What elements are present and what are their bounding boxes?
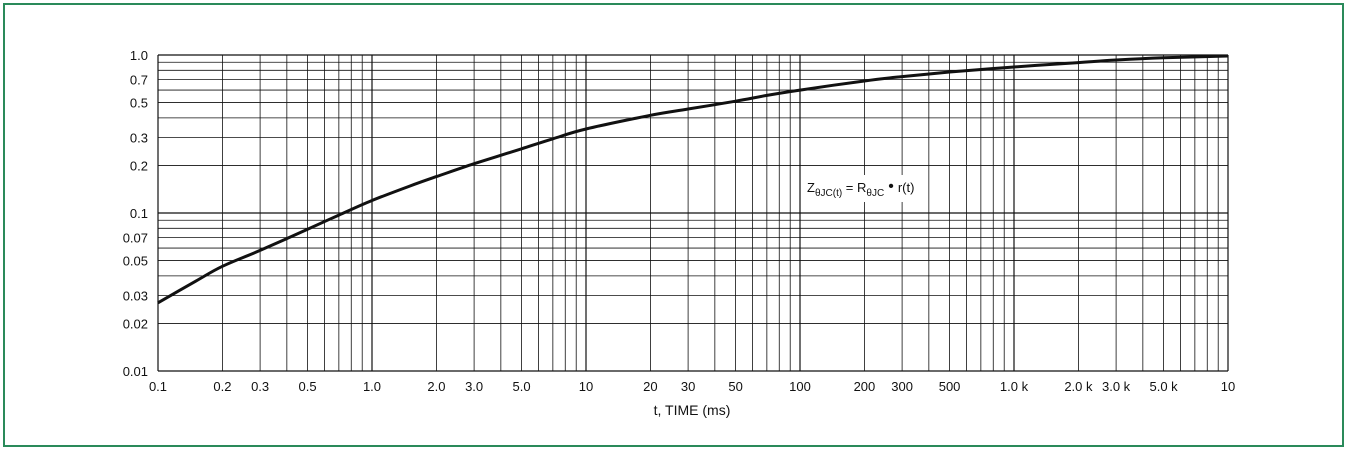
x-tick-label: 0.5: [299, 379, 317, 394]
y-tick-label: 1.0: [130, 48, 148, 63]
y-tick-label: 0.01: [123, 364, 148, 379]
y-tick-label: 0.1: [130, 206, 148, 221]
y-tick-label: 0.7: [130, 72, 148, 87]
annotation-z-sub: θJC(t): [815, 188, 842, 199]
x-tick-label: 200: [854, 379, 876, 394]
x-tick-label: 5.0: [513, 379, 531, 394]
annotation-bullet: •: [888, 178, 894, 195]
x-tick-label: 3.0: [465, 379, 483, 394]
annotation-r-sub: θJC: [866, 188, 884, 199]
grid-layer: [157, 54, 1229, 372]
x-tick-label: 10: [579, 379, 593, 394]
x-tick-label: 5.0 k: [1149, 379, 1178, 394]
x-tick-label: 1.0 k: [1000, 379, 1029, 394]
annotation-formula: ZθJC(t) = RθJC • r(t): [807, 178, 914, 199]
x-axis-label: t, TIME (ms): [654, 402, 731, 418]
x-tick-label: 10: [1221, 379, 1235, 394]
y-tick-label: 0.5: [130, 96, 148, 111]
x-tick-label: 1.0: [363, 379, 381, 394]
annotation-background: [802, 175, 920, 202]
y-tick-label: 0.03: [123, 289, 148, 304]
annotation-r: R: [857, 180, 866, 195]
x-tick-label: 2.0 k: [1064, 379, 1093, 394]
y-tick-label: 0.02: [123, 316, 148, 331]
x-tick-label: 20: [643, 379, 657, 394]
x-tick-label: 500: [939, 379, 961, 394]
x-tick-label: 0.2: [213, 379, 231, 394]
y-tick-label: 0.2: [130, 158, 148, 173]
y-tick-label: 0.07: [123, 230, 148, 245]
x-tick-label: 30: [681, 379, 695, 394]
x-tick-label: 0.1: [149, 379, 167, 394]
x-tick-label: 100: [789, 379, 811, 394]
y-tick-label: 0.05: [123, 254, 148, 269]
annotation-rt: r(t): [898, 180, 915, 195]
x-tick-label: 0.3: [251, 379, 269, 394]
annotation-z: Z: [807, 180, 815, 195]
x-tick-label: 2.0: [427, 379, 445, 394]
annotation-equals: =: [842, 180, 857, 195]
x-tick-label: 3.0 k: [1102, 379, 1131, 394]
x-tick-label: 300: [891, 379, 913, 394]
series-line: [157, 54, 1229, 305]
tick-labels: 0.1 0.2 0.3 0.5 1.0 2.0 3.0 5.0 10 20 30 50 100 200 30…: [123, 48, 1236, 394]
x-tick-label: 50: [728, 379, 742, 394]
y-tick-label: 0.3: [130, 131, 148, 146]
chart-frame: [3, 3, 1344, 447]
